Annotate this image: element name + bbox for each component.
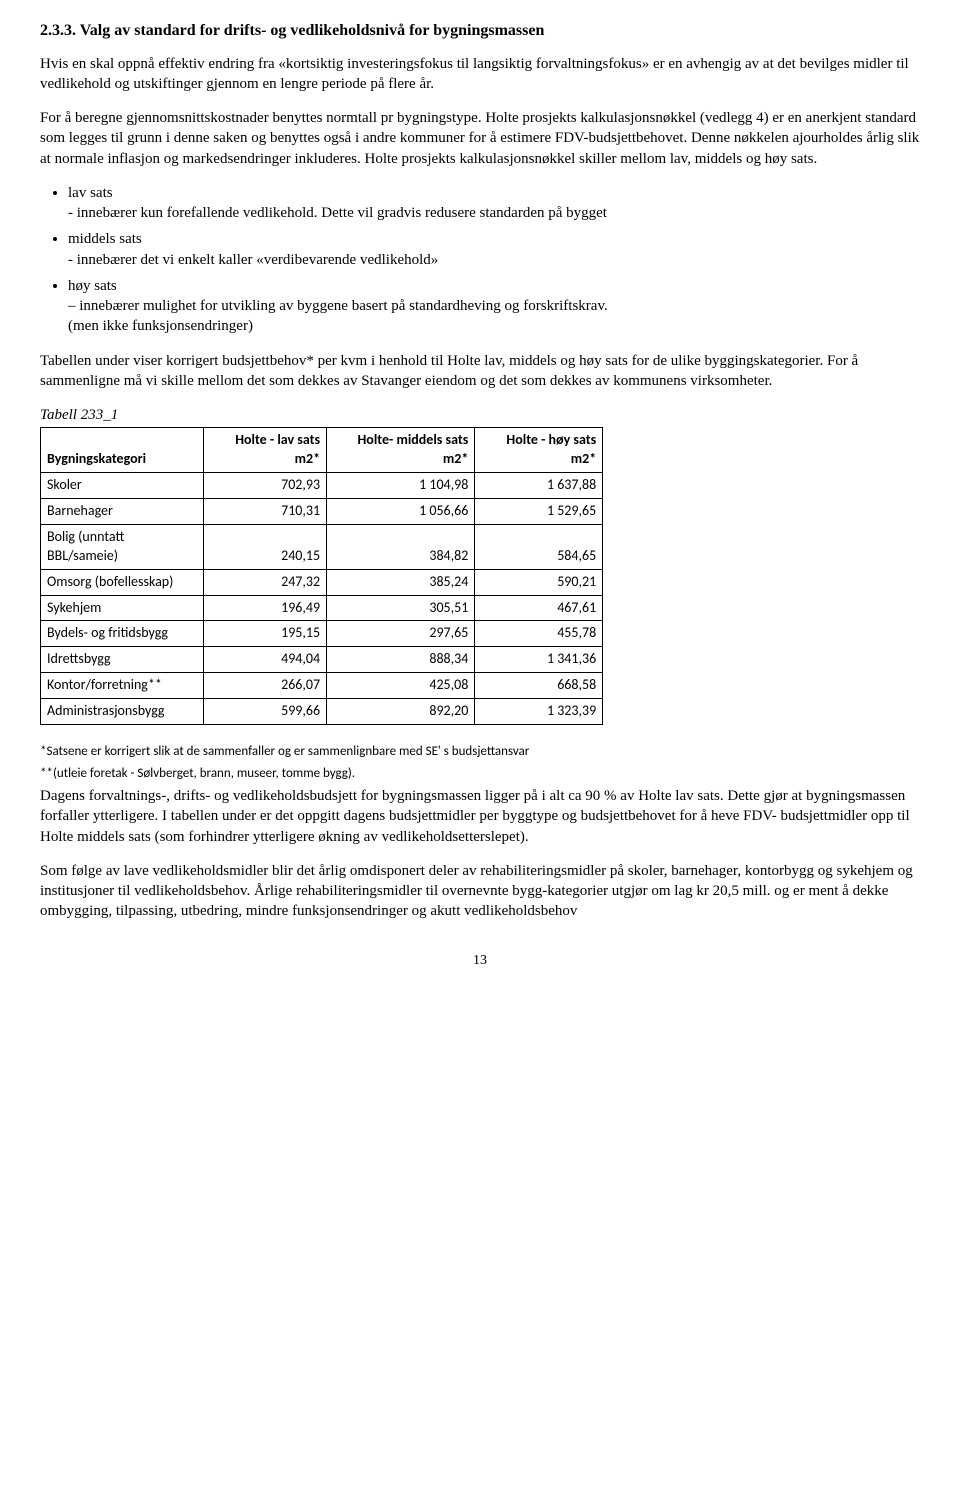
cell-high: 1 341,36 (475, 647, 603, 673)
cell-category: Bydels- og fritidsbygg (41, 621, 204, 647)
bullet-desc-extra: (men ikke funksjonsendringer) (68, 316, 920, 336)
cell-low: 195,15 (203, 621, 326, 647)
cell-low: 599,66 (203, 699, 326, 725)
bullet-label: middels sats (68, 231, 142, 247)
cell-low: 196,49 (203, 595, 326, 621)
cell-high: 1 529,65 (475, 499, 603, 525)
paragraph-3: Tabellen under viser korrigert budsjettb… (40, 351, 920, 392)
page-number: 13 (40, 952, 920, 971)
cell-high: 1 323,39 (475, 699, 603, 725)
cell-category: Skoler (41, 473, 204, 499)
footnote-2: **(utleie foretak - Sølvberget, brann, m… (40, 765, 920, 783)
list-item: middels sats - innebærer det vi enkelt k… (68, 229, 920, 270)
list-item: lav sats - innebærer kun forefallende ve… (68, 183, 920, 224)
table-caption: Tabell 233_1 (40, 405, 920, 425)
table-row: Omsorg (bofellesskap)247,32385,24590,21 (41, 569, 603, 595)
table-row: Skoler702,931 104,981 637,88 (41, 473, 603, 499)
cell-low: 240,15 (203, 524, 326, 569)
bullet-desc: - innebærer det vi enkelt kaller «verdib… (68, 250, 920, 270)
rates-table: Bygningskategori Holte - lav sats m2* Ho… (40, 427, 603, 725)
cell-category: Sykehjem (41, 595, 204, 621)
cell-category: Omsorg (bofellesskap) (41, 569, 204, 595)
list-item: høy sats – innebærer mulighet for utvikl… (68, 276, 920, 337)
table-row: Barnehager710,311 056,661 529,65 (41, 499, 603, 525)
paragraph-4: Dagens forvaltnings-, drifts- og vedlike… (40, 786, 920, 847)
bullet-label: lav sats (68, 185, 113, 201)
cell-high: 455,78 (475, 621, 603, 647)
cell-low: 266,07 (203, 673, 326, 699)
col-high: Holte - høy sats m2* (475, 428, 603, 473)
cell-category: Barnehager (41, 499, 204, 525)
cell-mid: 1 056,66 (327, 499, 475, 525)
table-row: Administrasjonsbygg599,66892,201 323,39 (41, 699, 603, 725)
bullet-label: høy sats (68, 278, 117, 294)
col-low: Holte - lav sats m2* (203, 428, 326, 473)
col-mid: Holte- middels sats m2* (327, 428, 475, 473)
cell-category: Idrettsbygg (41, 647, 204, 673)
bullet-desc: - innebærer kun forefallende vedlikehold… (68, 203, 920, 223)
cell-high: 584,65 (475, 524, 603, 569)
table-row: Idrettsbygg494,04888,341 341,36 (41, 647, 603, 673)
cell-mid: 888,34 (327, 647, 475, 673)
table-header-row: Bygningskategori Holte - lav sats m2* Ho… (41, 428, 603, 473)
cell-high: 467,61 (475, 595, 603, 621)
table-row: Bydels- og fritidsbygg195,15297,65455,78 (41, 621, 603, 647)
cell-category: Bolig (unntatt BBL/sameie) (41, 524, 204, 569)
cell-mid: 892,20 (327, 699, 475, 725)
cell-mid: 305,51 (327, 595, 475, 621)
paragraph-1: Hvis en skal oppnå effektiv endring fra … (40, 54, 920, 95)
cell-mid: 384,82 (327, 524, 475, 569)
table-row: Sykehjem196,49305,51467,61 (41, 595, 603, 621)
cell-mid: 385,24 (327, 569, 475, 595)
cell-category: Kontor/forretning** (41, 673, 204, 699)
section-heading: 2.3.3. Valg av standard for drifts- og v… (40, 20, 920, 42)
cell-high: 668,58 (475, 673, 603, 699)
cell-mid: 297,65 (327, 621, 475, 647)
bullet-desc: – innebærer mulighet for utvikling av by… (68, 296, 920, 316)
cell-mid: 1 104,98 (327, 473, 475, 499)
cell-high: 1 637,88 (475, 473, 603, 499)
table-row: Bolig (unntatt BBL/sameie)240,15384,8258… (41, 524, 603, 569)
cell-mid: 425,08 (327, 673, 475, 699)
bullet-list: lav sats - innebærer kun forefallende ve… (40, 183, 920, 337)
cell-low: 494,04 (203, 647, 326, 673)
col-category: Bygningskategori (41, 428, 204, 473)
cell-low: 710,31 (203, 499, 326, 525)
cell-high: 590,21 (475, 569, 603, 595)
footnote-1: *Satsene er korrigert slik at de sammenf… (40, 743, 920, 761)
cell-low: 247,32 (203, 569, 326, 595)
paragraph-5: Som følge av lave vedlikeholdsmidler bli… (40, 861, 920, 922)
cell-category: Administrasjonsbygg (41, 699, 204, 725)
paragraph-2: For å beregne gjennomsnittskostnader ben… (40, 108, 920, 169)
cell-low: 702,93 (203, 473, 326, 499)
table-row: Kontor/forretning**266,07425,08668,58 (41, 673, 603, 699)
